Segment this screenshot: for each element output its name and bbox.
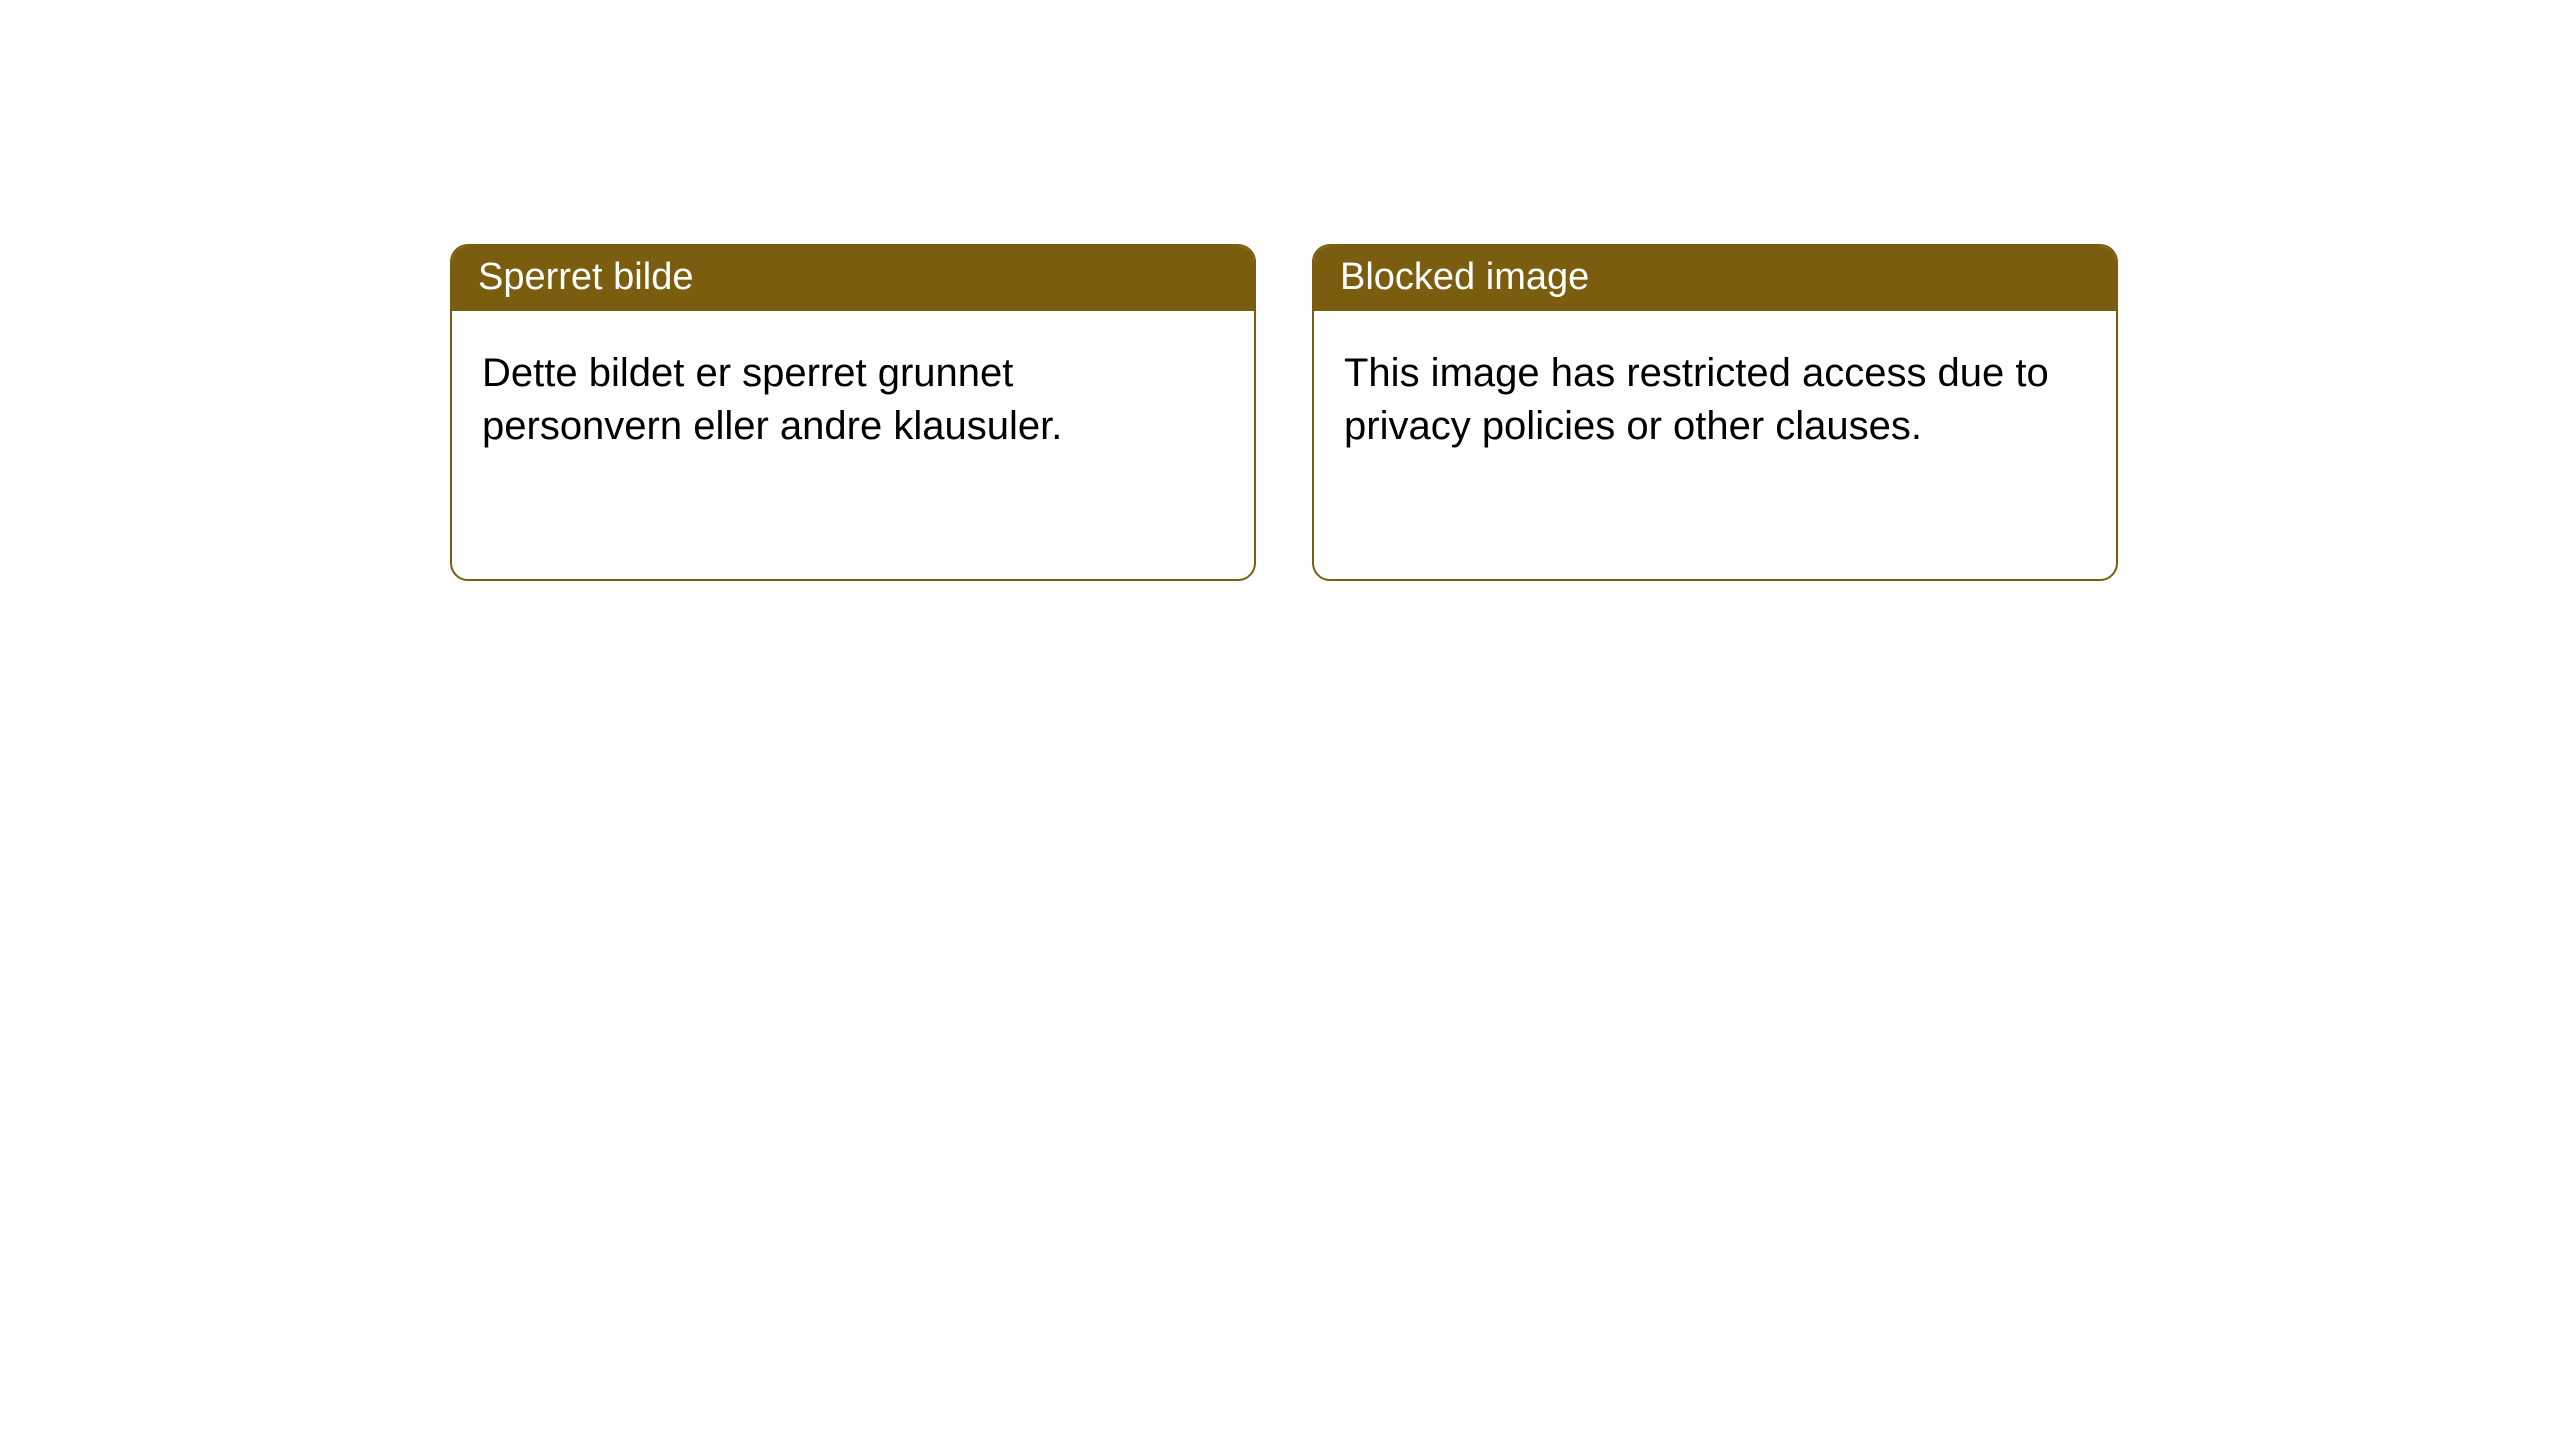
notice-text-norwegian: Dette bildet er sperret grunnet personve… (482, 347, 1224, 453)
notice-body-norwegian: Dette bildet er sperret grunnet personve… (452, 311, 1254, 579)
notice-card-english: Blocked image This image has restricted … (1312, 244, 2118, 581)
notice-text-english: This image has restricted access due to … (1344, 347, 2086, 453)
notice-card-norwegian: Sperret bilde Dette bildet er sperret gr… (450, 244, 1256, 581)
notice-title-norwegian: Sperret bilde (452, 246, 1254, 311)
notice-body-english: This image has restricted access due to … (1314, 311, 2116, 579)
notice-container: Sperret bilde Dette bildet er sperret gr… (0, 0, 2560, 581)
notice-title-english: Blocked image (1314, 246, 2116, 311)
